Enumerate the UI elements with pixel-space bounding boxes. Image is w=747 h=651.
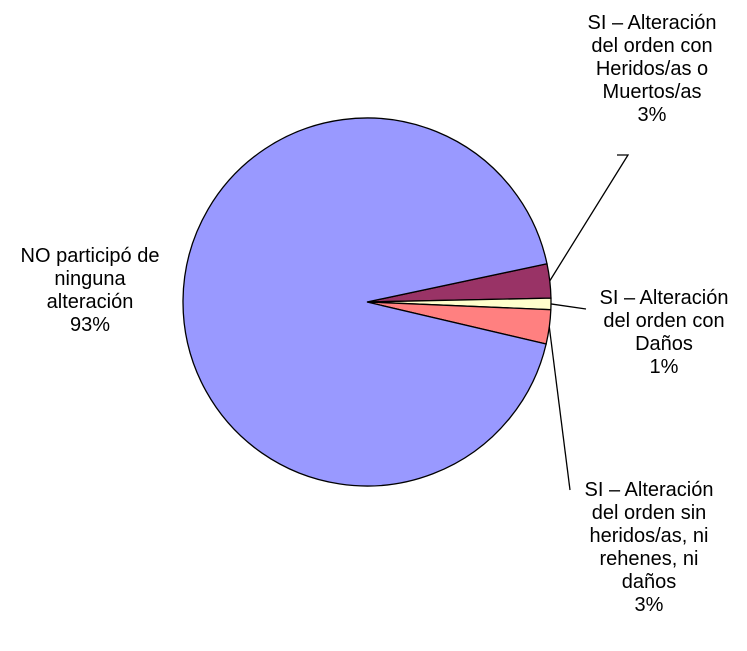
slice-label: SI – Alteración del orden sin heridos/as, …: [585, 479, 714, 616]
leader-line: [548, 326, 571, 491]
slice-label: SI – Alteración del orden con Daños 1%: [600, 287, 729, 378]
slice-label-line: daños: [622, 571, 677, 593]
slice-label-line: Heridos/as o: [596, 58, 708, 80]
leader-line: [549, 154, 630, 282]
slice-label-line: SI – Alteración: [600, 287, 729, 309]
pie-slices: [182, 117, 552, 487]
slice-label-line: del orden con: [591, 35, 712, 57]
slice-label-line: SI – Alteración: [585, 479, 714, 501]
slice-label-line: Muertos/as: [603, 81, 702, 103]
slice-label-line: rehenes, ni: [600, 548, 699, 570]
slice-label-line: SI – Alteración: [588, 12, 717, 34]
leader-line: [550, 303, 587, 310]
slice-label-line: Daños: [635, 333, 693, 355]
slice-label: SI – Alteración del orden con Heridos/as o…: [588, 12, 717, 126]
slice-labels: SI – Alteración del orden con Heridos/as o…: [21, 12, 729, 616]
slice-label-line: del orden sin: [592, 502, 707, 524]
slice-label-line: heridos/as, ni: [590, 525, 709, 547]
slice-value-label: 3%: [638, 104, 667, 126]
slice-value-label: 3%: [635, 594, 664, 616]
slice-label: NO participó de ninguna alteración 93%: [21, 245, 160, 336]
pie-slice: [182, 117, 548, 487]
slice-value-label: 1%: [650, 356, 679, 378]
slice-label-line: alteración: [47, 291, 134, 313]
leader-lines: [548, 154, 630, 491]
slice-label-line: ninguna: [54, 268, 126, 290]
slice-value-label: 93%: [70, 314, 110, 336]
slice-label-line: NO participó de: [21, 245, 160, 267]
slice-label-line: del orden con: [603, 310, 724, 332]
